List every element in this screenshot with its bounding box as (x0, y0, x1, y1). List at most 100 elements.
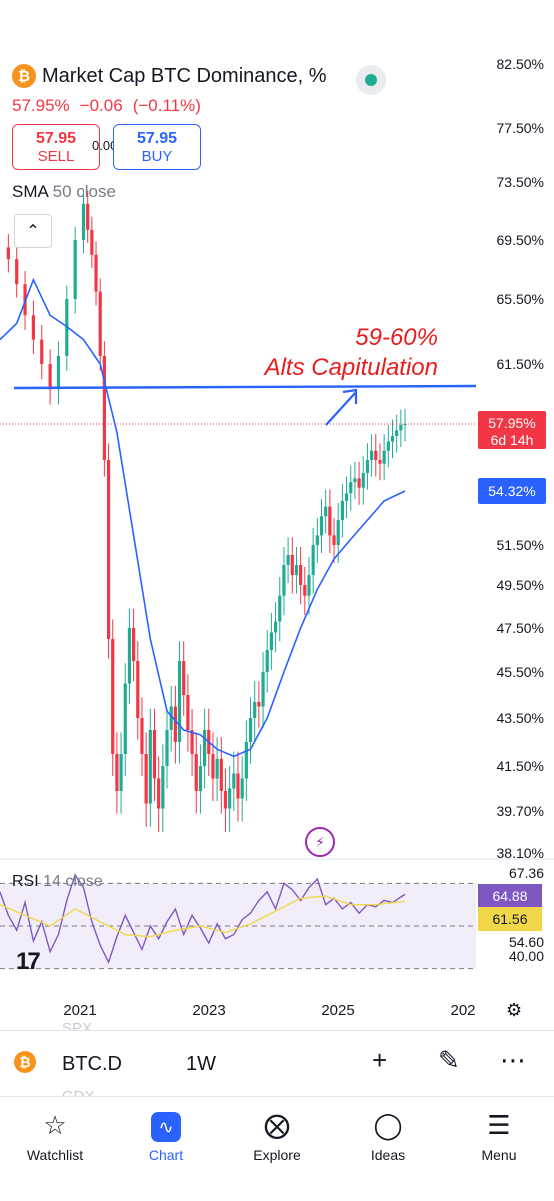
candle-body (382, 450, 386, 464)
candle-body (236, 773, 240, 799)
market-status-button[interactable] (356, 65, 386, 95)
y-tick-label: 69.50% (497, 232, 544, 248)
rsi-ma-label: 61.56 (492, 911, 527, 927)
price-change-pct: (−0.11%) (132, 96, 201, 115)
sma-indicator-label[interactable]: SMA 50 close (12, 182, 116, 202)
candle-body (307, 575, 311, 596)
candle-body (261, 672, 265, 707)
rsi-tick-label: 40.00 (509, 948, 544, 964)
candle-body (190, 730, 194, 754)
candle-body (115, 754, 119, 791)
candle-body (290, 555, 294, 575)
candle-body (106, 459, 111, 639)
candle-body (299, 565, 303, 585)
candle-body (244, 742, 248, 779)
plus-icon[interactable]: + (372, 1045, 388, 1075)
y-tick-label: 51.50% (497, 537, 544, 553)
symbol-header[interactable]: ₿ Market Cap BTC Dominance, % (12, 64, 327, 88)
candle-body (248, 718, 253, 742)
rsi-indicator-label[interactable]: RSI 14 close (12, 873, 103, 891)
bolt-icon[interactable]: ⚡ (305, 827, 335, 857)
candle-body (228, 788, 232, 809)
candle-body (324, 506, 328, 517)
interval-button[interactable]: 1W (186, 1053, 216, 1075)
more-icon[interactable]: ⋯ (500, 1045, 526, 1075)
target-arrow-head (342, 388, 358, 404)
candle-body (123, 683, 127, 754)
rsi-ma-badge (478, 907, 542, 931)
price-line: 57.95% −0.06 (−0.11%) (12, 96, 211, 116)
nav-menu-label: Menu (481, 1147, 517, 1163)
nav-explore-label: Explore (253, 1147, 301, 1163)
countdown-label: 6d 14h (491, 432, 534, 448)
candle-body (119, 754, 123, 791)
candle-body (365, 459, 370, 473)
candle-body (303, 585, 307, 596)
y-tick-label: 49.50% (497, 577, 544, 593)
nav-chart-label: Chart (148, 1147, 184, 1163)
sma-name: SMA (12, 182, 48, 201)
bottom-nav: ☆ Watchlist ∿ Chart ⨂ Explore ◯ Ideas ☰ … (0, 1096, 554, 1201)
x-tick-label: 202 (450, 1002, 475, 1019)
sma-line (0, 277, 406, 758)
chevron-up-icon: ⌃ (26, 223, 40, 240)
candle-body (140, 718, 144, 754)
candle-body (399, 424, 403, 431)
pen-icon[interactable]: ✎ (438, 1045, 460, 1075)
chart-title: Market Cap BTC Dominance, % (42, 64, 327, 87)
menu-icon: ☰ (487, 1110, 511, 1140)
y-tick-label: 65.50% (497, 291, 544, 307)
sell-button[interactable]: 57.95 SELL (12, 124, 100, 170)
gear-icon[interactable]: ⚙ (506, 1000, 523, 1020)
nav-menu[interactable]: ☰ Menu (454, 1107, 544, 1163)
star-icon: ☆ (43, 1110, 67, 1140)
main-chart[interactable]: 82.50% 77.50% 73.50% 69.50% 65.50% 61.50% 51.5… (0, 0, 554, 1030)
symbol-button[interactable]: BTC.D (62, 1053, 122, 1075)
tradingview-logo-icon: 17 (16, 948, 41, 975)
candle-body (165, 730, 169, 766)
candle-body (31, 315, 36, 340)
candle-body (157, 778, 161, 809)
rsi-params: 14 close (43, 873, 103, 890)
candle-body (232, 773, 236, 789)
candle-body (223, 791, 228, 809)
y-tick-label: 47.50% (497, 620, 544, 636)
nav-explore[interactable]: ⨂ Explore (232, 1107, 322, 1163)
live-status-icon (365, 74, 377, 86)
compass-icon: ⨂ (264, 1110, 290, 1140)
alts-level-line (13, 384, 477, 390)
y-tick-label: 82.50% (497, 56, 544, 72)
candle-body (311, 545, 315, 575)
spread-value: 0.00 (92, 138, 118, 153)
candle-body (198, 766, 203, 791)
candle-body (86, 203, 90, 230)
collapse-legend-button[interactable]: ⌃ (14, 214, 52, 248)
candle-body (182, 661, 186, 695)
candle-body (148, 730, 152, 804)
bulb-icon: ◯ (373, 1110, 403, 1140)
candle-body (56, 355, 61, 390)
sell-price: 57.95 (35, 129, 77, 147)
nav-chart[interactable]: ∿ Chart (121, 1107, 211, 1163)
candle-body (319, 516, 324, 536)
y-tick-label: 43.50% (497, 710, 544, 726)
candle-body (286, 555, 290, 565)
candle-body (240, 778, 244, 799)
nav-ideas[interactable]: ◯ Ideas (343, 1107, 433, 1163)
candle-body (127, 628, 132, 684)
caption-annotation: Alts Capitulation (263, 354, 438, 381)
buy-price: 57.95 (136, 129, 178, 147)
candle-body (94, 254, 98, 292)
y-tick-label: 45.50% (497, 664, 544, 680)
y-tick-label: 77.50% (497, 120, 544, 136)
rsi-name: RSI (12, 873, 39, 890)
nav-watchlist[interactable]: ☆ Watchlist (10, 1107, 100, 1163)
candle-body (98, 291, 102, 356)
candle-body (294, 565, 299, 575)
candle-body (344, 493, 349, 501)
buy-button[interactable]: 57.95 BUY (113, 124, 201, 170)
candle-body (336, 520, 340, 545)
candle-body (395, 430, 399, 436)
y-tick-label: 41.50% (497, 758, 544, 774)
candle-body (202, 730, 207, 766)
